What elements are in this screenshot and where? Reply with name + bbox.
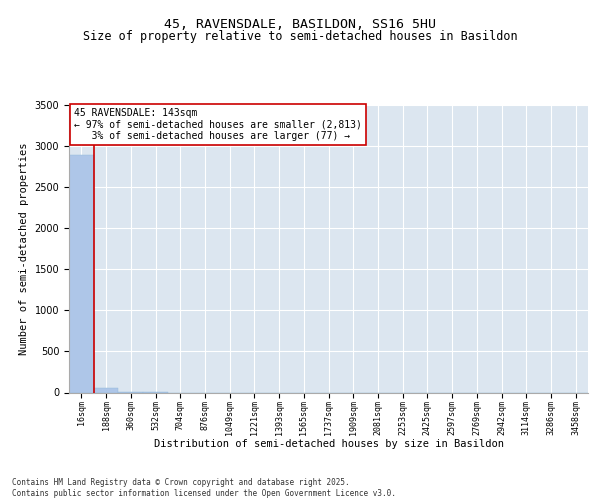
Bar xyxy=(94,388,118,392)
Bar xyxy=(69,155,94,392)
Y-axis label: Number of semi-detached properties: Number of semi-detached properties xyxy=(19,142,29,355)
Text: Size of property relative to semi-detached houses in Basildon: Size of property relative to semi-detach… xyxy=(83,30,517,43)
Text: 45, RAVENSDALE, BASILDON, SS16 5HU: 45, RAVENSDALE, BASILDON, SS16 5HU xyxy=(164,18,436,30)
X-axis label: Distribution of semi-detached houses by size in Basildon: Distribution of semi-detached houses by … xyxy=(154,440,503,450)
Text: 45 RAVENSDALE: 143sqm
← 97% of semi-detached houses are smaller (2,813)
   3% of: 45 RAVENSDALE: 143sqm ← 97% of semi-deta… xyxy=(74,108,362,141)
Text: Contains HM Land Registry data © Crown copyright and database right 2025.
Contai: Contains HM Land Registry data © Crown c… xyxy=(12,478,396,498)
